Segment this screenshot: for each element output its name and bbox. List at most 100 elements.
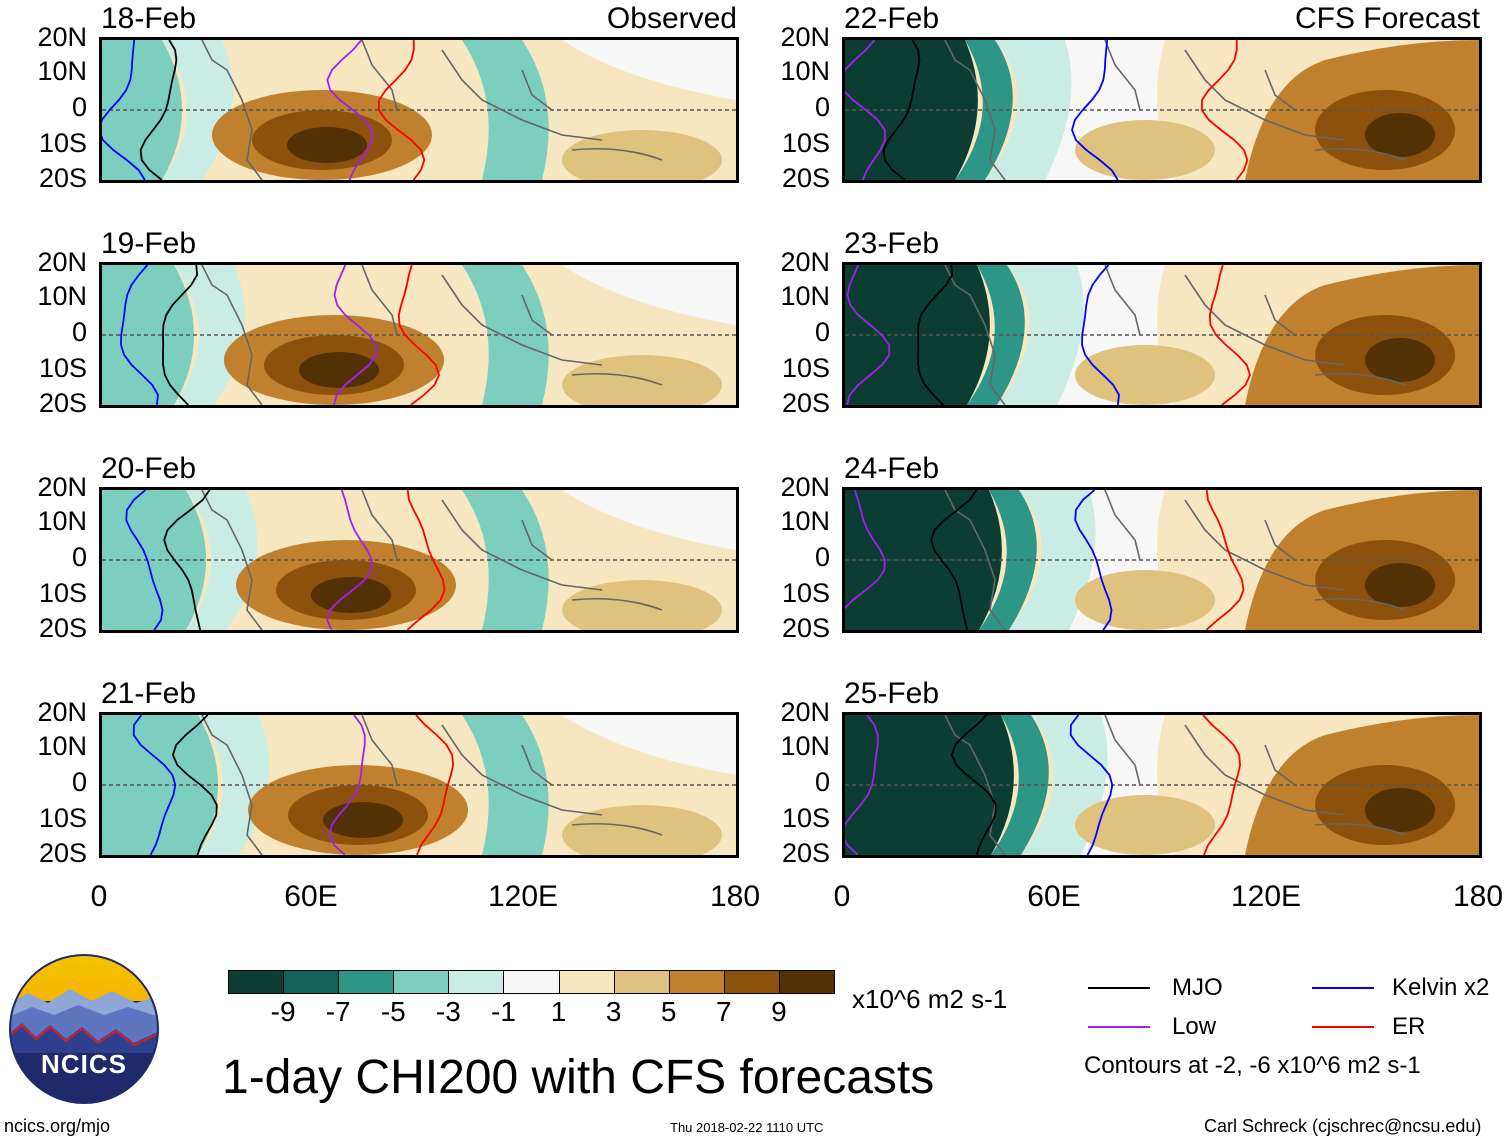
colorbar-tick-label: 5: [660, 996, 677, 1027]
coastline: [1264, 294, 1296, 336]
coastline: [571, 147, 663, 161]
longitude-label: 60E: [1027, 880, 1081, 913]
colorbar-tick-label: -9: [270, 996, 296, 1027]
latitude-label: 10N: [780, 281, 830, 311]
map-panel: [99, 487, 739, 633]
latitude-label: 10S: [38, 128, 87, 158]
field-region: [1009, 490, 1096, 630]
coastline: [441, 499, 603, 591]
colorbar-swatch: [613, 970, 670, 994]
contour-line: [1081, 265, 1120, 405]
map-panel: [842, 487, 1482, 633]
footer-url[interactable]: ncics.org/mjo: [4, 1116, 111, 1136]
field-region: [1365, 788, 1435, 832]
legend-label-kelvin: Kelvin x2: [1392, 974, 1490, 1001]
coastline: [521, 519, 553, 561]
field-region: [311, 577, 391, 613]
coastline: [1184, 499, 1346, 591]
contour-line: [326, 490, 373, 630]
coastline: [1264, 519, 1296, 561]
field-region: [562, 130, 722, 180]
coastline: [944, 715, 1006, 855]
coastline: [571, 373, 663, 386]
contour-line: [406, 490, 446, 630]
map-field: [102, 490, 736, 630]
contour-line: [1208, 265, 1251, 405]
colorbar-swatch: [228, 970, 285, 994]
coastline: [521, 69, 553, 111]
panel-date-label: 24-Feb: [844, 452, 940, 485]
map-field: [102, 40, 736, 180]
coastline: [1184, 49, 1346, 141]
coastline: [1264, 744, 1296, 786]
field-region: [562, 355, 722, 405]
map-field: [845, 490, 1479, 630]
footer-credit: Carl Schreck (cjschrec@ncsu.edu): [1204, 1116, 1482, 1136]
contour-line: [882, 40, 921, 180]
coastline: [201, 40, 263, 180]
latitude-label: 20S: [781, 388, 830, 418]
coastline: [944, 40, 1006, 180]
contour-line: [326, 40, 374, 180]
contours-note: Contours at -2, -6 x10^6 m2 s-1: [1084, 1052, 1421, 1079]
legend-line-low: [1088, 1026, 1150, 1028]
longitude-label: 180: [709, 880, 761, 913]
field-region: [462, 265, 549, 405]
colorbar-swatch: [558, 970, 615, 994]
field-region: [562, 805, 722, 855]
latitude-label: 20N: [780, 697, 830, 727]
latitude-label: 10N: [37, 281, 87, 311]
contour-line: [845, 490, 886, 630]
colorbar-tick-label: 9: [771, 996, 787, 1027]
latitude-label: 20N: [780, 22, 830, 52]
contour-line: [917, 265, 954, 405]
latitude-label: 20S: [38, 388, 87, 418]
coastline: [1184, 274, 1346, 366]
colorbar: [228, 970, 835, 994]
logo-graphic: [9, 954, 159, 1104]
coastline: [1104, 490, 1141, 561]
longitude-label: 0: [90, 880, 108, 913]
latitude-label: 10N: [37, 731, 87, 761]
legend-label-mjo: MJO: [1172, 974, 1223, 1001]
field-region: [1365, 338, 1435, 382]
figure-title: 1-day CHI200 with CFS forecasts: [222, 1051, 935, 1104]
coastline: [361, 265, 398, 336]
latitude-label: 0: [814, 317, 830, 347]
coastline: [1104, 265, 1141, 336]
coastline: [521, 294, 553, 336]
map-panel: [842, 712, 1482, 858]
field-region: [991, 715, 1049, 855]
contour-line: [377, 40, 426, 180]
colorbar-tick-label: -3: [435, 996, 461, 1027]
field-region: [542, 715, 736, 775]
contour-line: [1069, 715, 1114, 855]
colorbar-swatch: [503, 970, 560, 994]
coastline: [1104, 40, 1141, 111]
contour-line: [171, 715, 218, 855]
map-field: [102, 715, 736, 855]
latitude-label: 10S: [38, 578, 87, 608]
field-region: [299, 352, 379, 388]
latitude-label: 10N: [780, 56, 830, 86]
coastline: [361, 715, 398, 786]
latitude-label: 20S: [38, 163, 87, 193]
coastline: [201, 715, 263, 855]
coastline: [944, 490, 1006, 630]
coastline: [521, 744, 553, 786]
longitude-label: 120E: [1230, 880, 1302, 913]
latitude-label: 20S: [781, 163, 830, 193]
coastline: [441, 274, 603, 366]
map-panel: [842, 37, 1482, 183]
latitude-label: 20N: [37, 22, 87, 52]
field-region: [462, 40, 549, 180]
colorbar-swatch: [393, 970, 450, 994]
coastline: [361, 490, 398, 561]
contour-line: [845, 715, 879, 855]
contour-line: [846, 265, 891, 405]
map-field: [845, 265, 1479, 405]
contour-line: [1074, 490, 1113, 630]
latitude-label: 20N: [780, 472, 830, 502]
latitude-label: 10S: [781, 128, 830, 158]
map-field: [102, 265, 736, 405]
